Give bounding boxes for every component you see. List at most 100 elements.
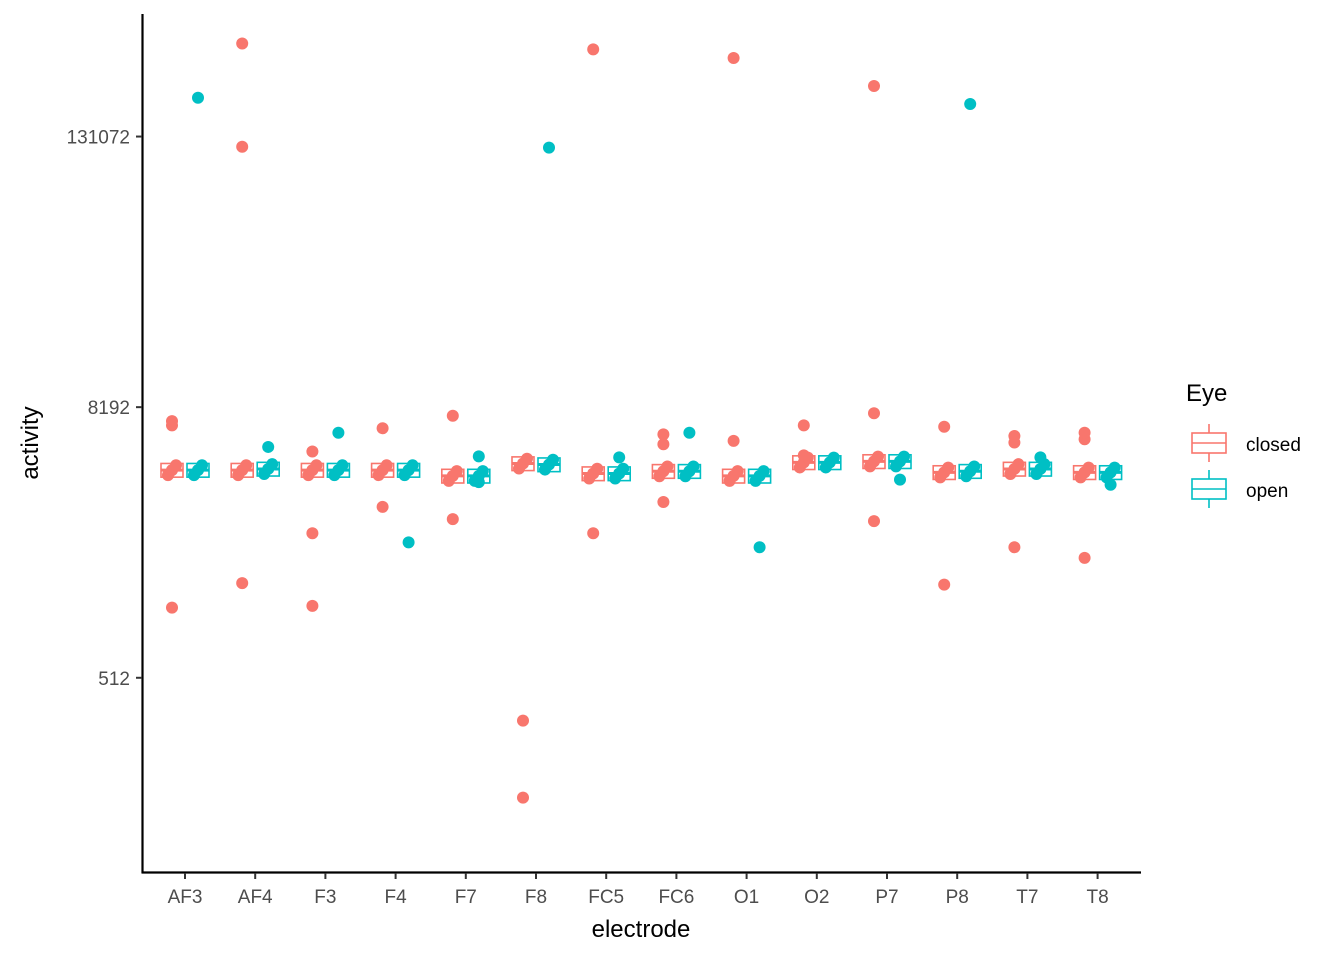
outlier-point-closed — [236, 140, 249, 153]
legend-title: Eye — [1186, 380, 1227, 407]
point-closed — [942, 461, 955, 474]
x-tick-label: AF3 — [168, 887, 203, 908]
legend-keys — [1191, 424, 1227, 508]
outlier-point-open — [894, 473, 906, 486]
point-closed — [1082, 461, 1095, 474]
outlier-point-closed — [1078, 426, 1091, 439]
point-closed — [591, 462, 604, 475]
x-tick-label: O1 — [734, 887, 759, 908]
point-open — [196, 459, 208, 472]
outlier-point-closed — [306, 445, 319, 458]
outlier-point-open — [262, 440, 275, 453]
point-open — [968, 460, 981, 473]
point-open — [617, 462, 630, 475]
outlier-point-closed — [1078, 551, 1091, 564]
point-closed — [521, 452, 533, 465]
outlier-point-open — [472, 450, 485, 463]
outlier-point-closed — [868, 79, 880, 92]
point-open — [757, 465, 770, 478]
outlier-point-closed — [306, 527, 319, 540]
outlier-point-open — [332, 426, 345, 439]
point-closed — [170, 459, 182, 472]
x-tick-label: FC5 — [588, 887, 624, 908]
point-closed — [380, 459, 393, 472]
point-closed — [310, 459, 323, 472]
outlier-point-open — [683, 426, 696, 439]
outlier-point-closed — [446, 513, 459, 526]
x-tick-label: F4 — [385, 887, 408, 908]
point-open — [687, 460, 700, 473]
outlier-point-open — [964, 97, 977, 110]
outlier-point-closed — [376, 500, 389, 513]
outlier-point-closed — [166, 601, 178, 614]
outlier-point-closed — [938, 420, 951, 433]
point-open — [266, 458, 279, 471]
x-tick-label: P7 — [875, 887, 898, 908]
outlier-point-closed — [587, 527, 600, 540]
outlier-point-open — [192, 91, 204, 104]
point-closed — [240, 459, 253, 472]
legend-label-open: open — [1246, 481, 1288, 502]
outlier-point-open — [543, 141, 555, 154]
outlier-point-closed — [868, 407, 880, 420]
point-closed — [872, 450, 884, 463]
x-tick-label: T7 — [1016, 887, 1038, 908]
outlier-point-closed — [727, 434, 740, 447]
outlier-point-open — [613, 451, 626, 464]
point-open — [336, 459, 349, 472]
point-closed — [731, 465, 744, 478]
outlier-point-closed — [517, 714, 529, 727]
outlier-point-closed — [797, 419, 810, 432]
outlier-point-open — [402, 536, 415, 549]
point-open — [827, 451, 840, 464]
outlier-point-open — [1034, 451, 1047, 464]
x-tick-label: F7 — [455, 887, 477, 908]
x-tick-label: FC6 — [658, 887, 694, 908]
x-axis-title: electrode — [592, 916, 691, 943]
outlier-point-closed — [797, 449, 810, 462]
outlier-point-closed — [166, 419, 178, 432]
outlier-point-closed — [587, 43, 600, 56]
y-tick-label: 131072 — [67, 128, 130, 149]
point-closed — [450, 465, 463, 478]
x-axis-ticks: AF3 AF4 F3 F4 F7 F8 FC5 FC6 O1 O2 P7 P8 T7 T8 — [168, 873, 1109, 908]
outlier-point-closed — [236, 37, 249, 50]
outlier-point-closed — [1008, 541, 1021, 554]
x-tick-label: AF4 — [238, 887, 273, 908]
outlier-point-open — [1104, 478, 1117, 491]
point-open — [406, 459, 419, 472]
y-tick-label: 8192 — [88, 398, 130, 419]
outlier-point-closed — [376, 422, 389, 435]
x-tick-label: F8 — [525, 887, 547, 908]
point-open — [1108, 461, 1121, 474]
outlier-point-open — [472, 476, 485, 489]
point-closed — [661, 460, 674, 473]
legend-label-closed: closed — [1246, 435, 1301, 456]
outlier-point-closed — [657, 496, 670, 509]
outlier-point-closed — [727, 52, 740, 65]
outlier-point-closed — [446, 409, 459, 422]
point-open — [547, 453, 559, 466]
x-tick-label: T8 — [1087, 887, 1109, 908]
outlier-point-closed — [1008, 429, 1021, 442]
x-tick-label: F3 — [314, 887, 336, 908]
x-tick-label: O2 — [804, 887, 829, 908]
point-open — [476, 465, 489, 478]
outlier-point-closed — [657, 438, 670, 451]
point-closed — [1012, 458, 1025, 471]
plot-marks — [160, 37, 1123, 804]
outlier-point-closed — [868, 515, 880, 528]
y-axis-ticks: 512 8192 131072 — [67, 128, 142, 690]
outlier-point-closed — [657, 428, 670, 441]
legend: Eye closed open — [1186, 380, 1301, 508]
point-open — [898, 450, 910, 463]
outlier-point-open — [753, 541, 766, 554]
outlier-point-closed — [517, 791, 529, 804]
outlier-point-closed — [236, 577, 249, 590]
x-tick-label: P8 — [946, 887, 969, 908]
outlier-point-closed — [938, 578, 951, 591]
y-tick-label: 512 — [98, 669, 130, 690]
y-axis-title: activity — [17, 406, 44, 479]
outlier-point-closed — [306, 599, 319, 612]
